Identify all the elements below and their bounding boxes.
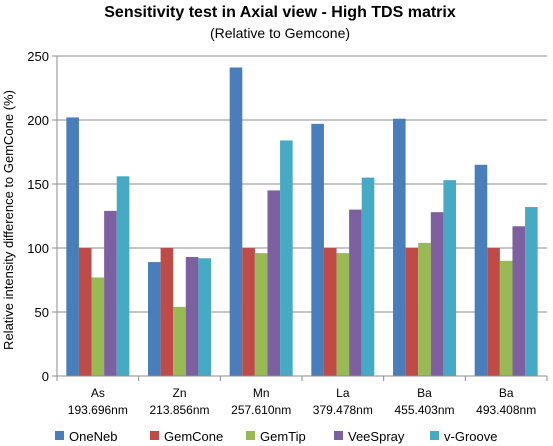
x-category-element: Ba <box>499 386 514 400</box>
x-category-element: Zn <box>172 386 186 400</box>
x-category-element: La <box>336 386 350 400</box>
y-axis-label: Relative intensity difference to GemCone… <box>1 90 16 350</box>
x-category-wavelength: 193.696nm <box>68 403 128 417</box>
legend-label-gemtip: GemTip <box>260 429 306 444</box>
bar-gemtip-6 <box>499 260 513 376</box>
bar-gemtip-5 <box>418 242 431 376</box>
legend-swatch-gemtip <box>246 431 255 440</box>
y-tick-label: 50 <box>35 305 49 320</box>
bar-gemtip-1 <box>91 277 105 376</box>
bar-gemtip-3 <box>254 253 268 376</box>
bar-v-groove-2 <box>198 258 211 376</box>
legend-label-oneneb: OneNeb <box>69 429 117 444</box>
bar-gemcone-3 <box>242 248 255 376</box>
bar-gemcone-1 <box>78 248 92 376</box>
axes <box>56 56 548 381</box>
bar-oneneb-4 <box>311 123 324 376</box>
bar-v-groove-3 <box>280 140 293 376</box>
x-category-labels: As 193.696nm Zn 213.856nm Mn 257.610nm La 379.4… <box>68 386 536 417</box>
y-tick-label: 100 <box>27 241 49 256</box>
bar-veespray-6 <box>512 226 526 376</box>
bar-veespray-5 <box>430 212 444 376</box>
bar-gemcone-5 <box>405 248 419 376</box>
x-category-element: Ba <box>417 386 432 400</box>
bar-v-groove-6 <box>525 207 538 376</box>
x-category-wavelength: 213.856nm <box>149 403 209 417</box>
gridlines <box>52 55 547 377</box>
legend-swatch-veespray <box>334 431 343 440</box>
bar-veespray-4 <box>349 209 362 376</box>
bar-v-groove-5 <box>443 180 456 376</box>
bar-gemcone-2 <box>160 248 174 376</box>
legend: OneNeb GemCone GemTip VeeSpray v-Groove <box>55 429 497 444</box>
bar-veespray-2 <box>185 256 199 376</box>
legend-label-veespray: VeeSpray <box>348 429 405 444</box>
bar-gemtip-4 <box>336 253 350 376</box>
bar-oneneb-6 <box>474 164 488 376</box>
bar-oneneb-2 <box>148 262 161 376</box>
y-tick-label: 0 <box>42 369 49 384</box>
y-tick-label: 200 <box>27 113 49 128</box>
x-category-element: Mn <box>253 386 270 400</box>
x-category-wavelength: 455.403nm <box>394 403 454 417</box>
x-category-element: As <box>91 386 105 400</box>
bar-veespray-3 <box>267 190 281 376</box>
legend-swatch-oneneb <box>55 431 64 440</box>
bar-v-groove-4 <box>361 177 375 376</box>
x-category-wavelength: 379.478nm <box>313 403 373 417</box>
y-tick-labels: 0 50 100 150 200 250 <box>27 49 49 384</box>
x-category-wavelength: 493.408nm <box>476 403 536 417</box>
legend-swatch-v-groove <box>430 431 439 440</box>
bar-oneneb-3 <box>229 67 243 377</box>
bar-gemcone-6 <box>487 248 500 376</box>
chart-title: Sensitivity test in Axial view - High TD… <box>104 4 456 21</box>
bar-oneneb-5 <box>393 118 406 376</box>
bars <box>66 67 538 377</box>
y-tick-label: 150 <box>27 177 49 192</box>
bar-veespray-1 <box>104 210 117 376</box>
bar-gemtip-2 <box>173 306 186 376</box>
bar-oneneb-1 <box>66 117 79 376</box>
legend-swatch-gemcone <box>150 431 159 440</box>
chart-subtitle: (Relative to Gemcone) <box>210 25 350 41</box>
y-tick-label: 250 <box>27 49 49 64</box>
bar-gemcone-4 <box>323 248 337 376</box>
legend-label-gemcone: GemCone <box>164 429 223 444</box>
x-category-wavelength: 257.610nm <box>231 403 291 417</box>
bar-v-groove-1 <box>116 176 130 376</box>
legend-label-v-groove: v-Groove <box>444 429 497 444</box>
